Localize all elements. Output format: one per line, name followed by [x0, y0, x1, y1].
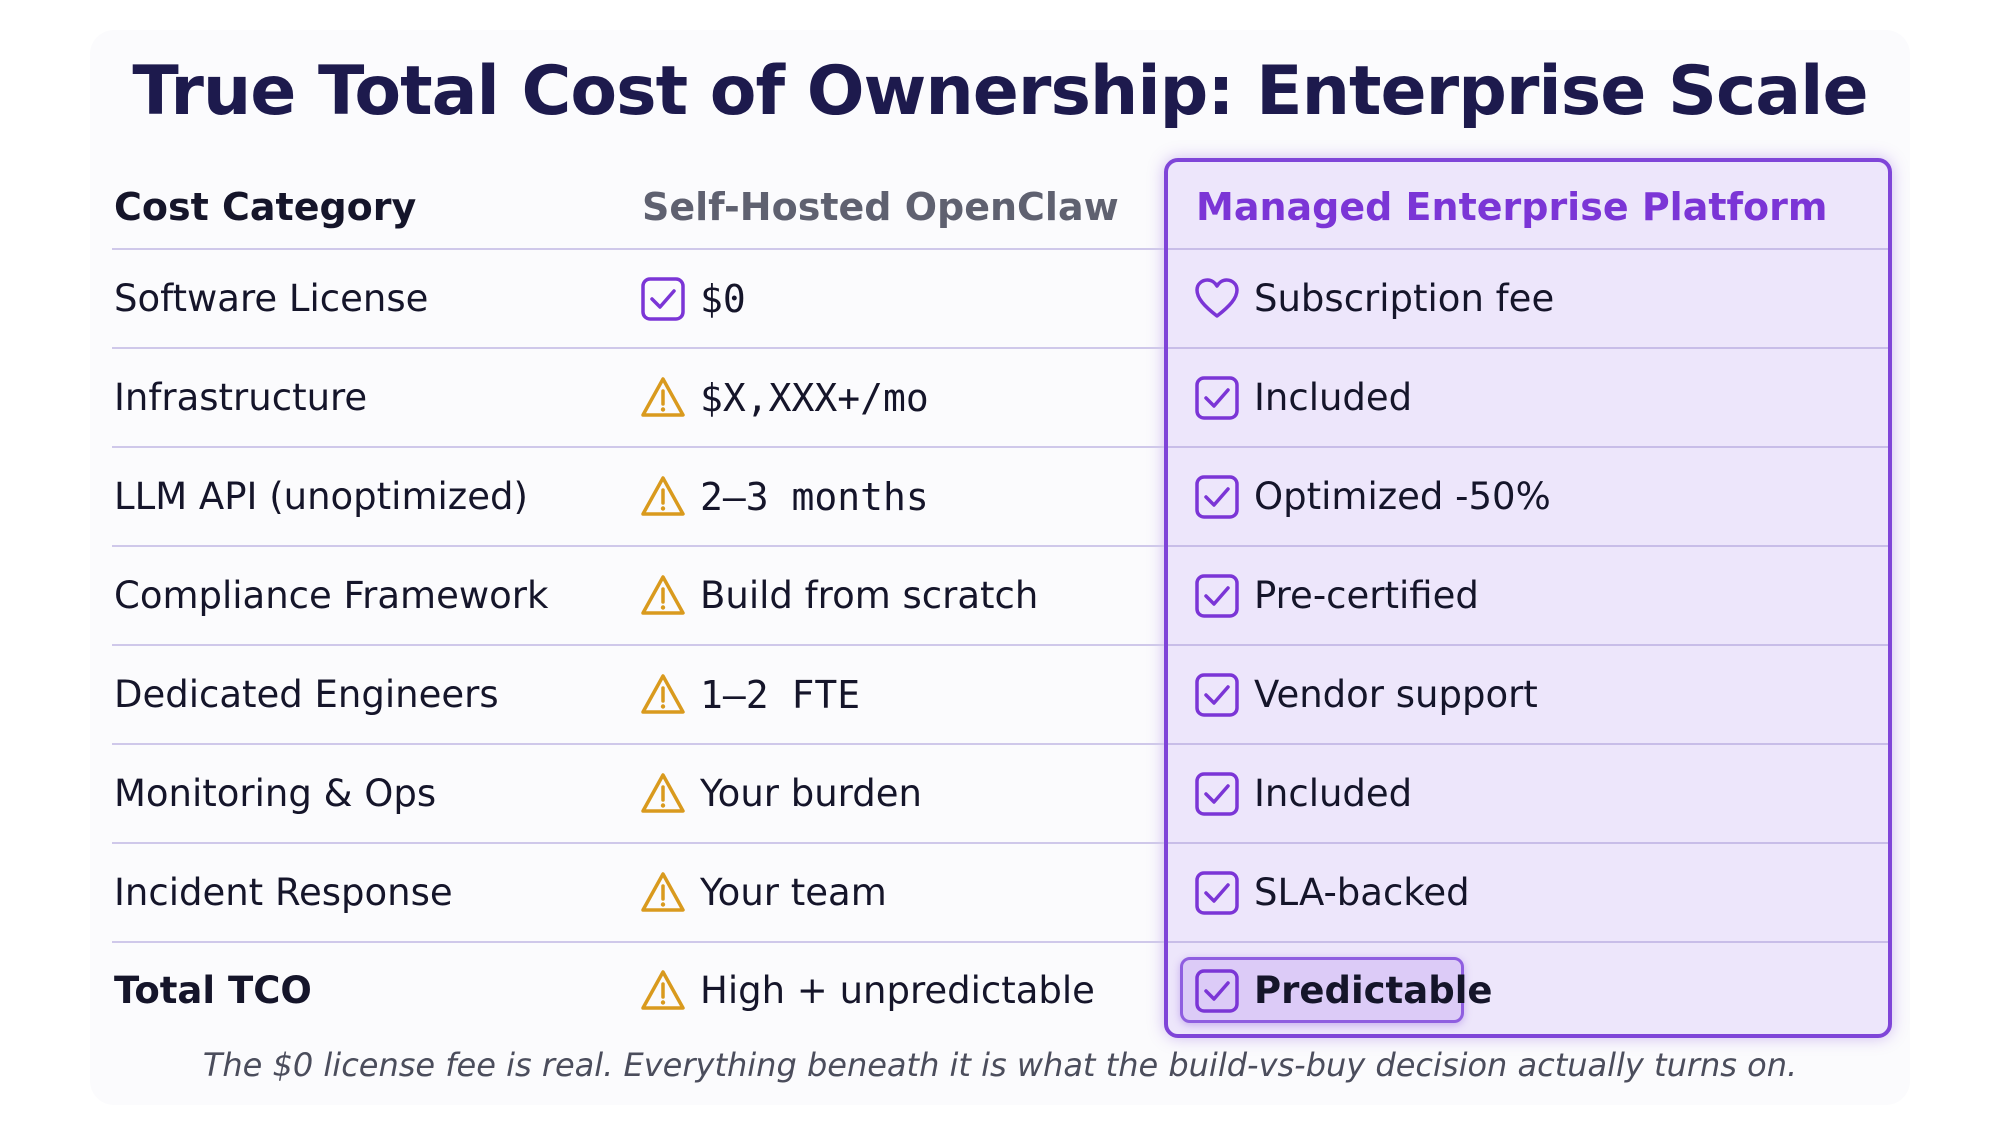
managed-cell: Pre-certified: [1194, 546, 1479, 645]
self-hosted-value: 1–2 FTE: [700, 672, 861, 717]
table-row: Infrastructure $X,XXX+/mo Included: [0, 348, 2000, 447]
row-divider: [1168, 941, 1888, 943]
checkbox-icon: [1194, 474, 1240, 520]
warning-icon: [640, 771, 686, 817]
managed-value: Pre-certified: [1254, 574, 1479, 617]
self-hosted-value: Your burden: [700, 772, 922, 815]
warning-icon: [640, 870, 686, 916]
table-row: Compliance Framework Build from scratch …: [0, 546, 2000, 645]
checkbox-icon: [1194, 771, 1240, 817]
managed-value: Predictable: [1254, 969, 1493, 1012]
caption: The $0 license fee is real. Everything b…: [202, 1046, 1798, 1084]
column-header-managed-platform: Managed Enterprise Platform: [1196, 185, 1828, 229]
row-divider: [1168, 545, 1888, 547]
checkbox-icon: [1194, 573, 1240, 619]
self-hosted-cell: Your burden: [640, 744, 922, 843]
cost-category-cell: Software License: [114, 277, 429, 320]
checkbox-icon: [640, 276, 686, 322]
row-divider: [112, 446, 1164, 448]
managed-value: Subscription fee: [1254, 277, 1555, 320]
managed-value: SLA-backed: [1254, 871, 1470, 914]
managed-cell: Optimized -50%: [1194, 447, 1551, 546]
column-header-cost-category: Cost Category: [114, 185, 417, 229]
self-hosted-cell: Your team: [640, 843, 887, 942]
managed-cell: Predictable: [1194, 941, 1492, 1040]
checkbox-icon: [1194, 375, 1240, 421]
managed-value: Included: [1254, 376, 1413, 419]
self-hosted-cell: 2–3 months: [640, 447, 929, 546]
self-hosted-value: Build from scratch: [700, 574, 1039, 617]
warning-icon: [640, 672, 686, 718]
self-hosted-cell: $0: [640, 249, 746, 348]
row-divider: [1168, 446, 1888, 448]
row-divider: [1168, 842, 1888, 844]
self-hosted-value: Your team: [700, 871, 887, 914]
checkbox-icon: [1194, 672, 1240, 718]
managed-value: Included: [1254, 772, 1413, 815]
managed-value: Vendor support: [1254, 673, 1538, 716]
column-header-self-hosted: Self-Hosted OpenClaw: [642, 185, 1119, 229]
row-divider: [1168, 743, 1888, 745]
row-divider: [112, 347, 1164, 349]
row-divider: [112, 545, 1164, 547]
managed-cell: SLA-backed: [1194, 843, 1470, 942]
self-hosted-value: $X,XXX+/mo: [700, 375, 929, 420]
cost-category-cell: Infrastructure: [114, 376, 368, 419]
checkbox-icon: [1194, 870, 1240, 916]
cost-category-cell: Compliance Framework: [114, 574, 549, 617]
self-hosted-value: High + unpredictable: [700, 969, 1095, 1012]
cost-category-cell: Incident Response: [114, 871, 453, 914]
managed-cell: Subscription fee: [1194, 249, 1554, 348]
heart-icon: [1194, 276, 1240, 322]
row-divider: [112, 941, 1164, 943]
self-hosted-cell: Build from scratch: [640, 546, 1038, 645]
warning-icon: [640, 968, 686, 1014]
managed-cell: Included: [1194, 348, 1412, 447]
self-hosted-value: 2–3 months: [700, 474, 929, 519]
self-hosted-cell: High + unpredictable: [640, 941, 1095, 1040]
warning-icon: [640, 474, 686, 520]
row-divider: [112, 248, 1164, 250]
managed-value: Optimized -50%: [1254, 475, 1551, 518]
managed-platform-highlight-panel: [1164, 158, 1892, 1038]
managed-cell: Included: [1194, 744, 1412, 843]
cost-category-cell-total: Total TCO: [114, 969, 312, 1012]
table-row: Dedicated Engineers 1–2 FTE Vendor suppo…: [0, 645, 2000, 744]
checkbox-icon: [1194, 968, 1240, 1014]
table-row-total: Total TCO High + unpredictable Predictab…: [0, 941, 2000, 1040]
table-row: Incident Response Your team SLA-backed: [0, 843, 2000, 942]
managed-cell: Vendor support: [1194, 645, 1538, 744]
table-row: Monitoring & Ops Your burden Included: [0, 744, 2000, 843]
warning-icon: [640, 573, 686, 619]
row-divider: [1168, 644, 1888, 646]
cost-category-cell: LLM API (unoptimized): [114, 475, 528, 518]
cost-category-cell: Dedicated Engineers: [114, 673, 499, 716]
self-hosted-cell: $X,XXX+/mo: [640, 348, 929, 447]
page-title: True Total Cost of Ownership: Enterprise…: [132, 52, 1868, 131]
warning-icon: [640, 375, 686, 421]
table-row: LLM API (unoptimized) 2–3 months Optimiz…: [0, 447, 2000, 546]
row-divider: [1168, 347, 1888, 349]
table-row: Software License $0 Subscription fee: [0, 249, 2000, 348]
cost-category-cell: Monitoring & Ops: [114, 772, 437, 815]
row-divider: [112, 743, 1164, 745]
row-divider: [112, 644, 1164, 646]
row-divider: [1168, 248, 1888, 250]
self-hosted-cell: 1–2 FTE: [640, 645, 860, 744]
self-hosted-value: $0: [700, 276, 746, 321]
row-divider: [112, 842, 1164, 844]
